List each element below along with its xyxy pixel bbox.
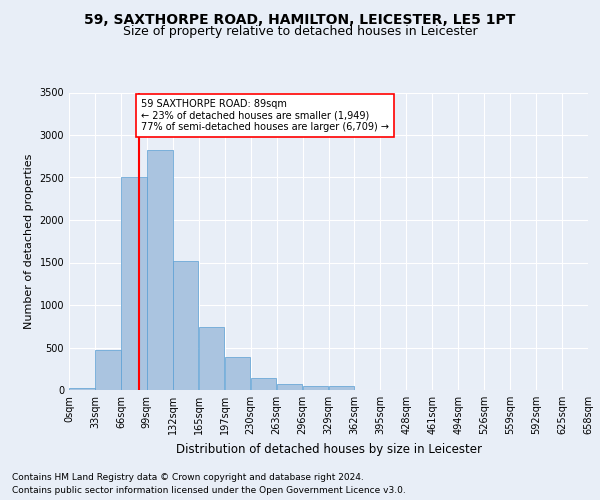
Text: Size of property relative to detached houses in Leicester: Size of property relative to detached ho…: [122, 25, 478, 38]
Bar: [251, 378, 277, 390]
Text: 59, SAXTHORPE ROAD, HAMILTON, LEICESTER, LE5 1PT: 59, SAXTHORPE ROAD, HAMILTON, LEICESTER,…: [85, 12, 515, 26]
Bar: [147, 150, 173, 390]
Bar: [95, 350, 121, 390]
X-axis label: Distribution of detached houses by size in Leicester: Distribution of detached houses by size …: [176, 442, 482, 456]
Bar: [225, 357, 250, 390]
Bar: [199, 327, 224, 390]
Bar: [121, 178, 146, 390]
Bar: [303, 386, 328, 390]
Text: 59 SAXTHORPE ROAD: 89sqm
← 23% of detached houses are smaller (1,949)
77% of sem: 59 SAXTHORPE ROAD: 89sqm ← 23% of detach…: [142, 100, 389, 132]
Text: Contains public sector information licensed under the Open Government Licence v3: Contains public sector information licen…: [12, 486, 406, 495]
Y-axis label: Number of detached properties: Number of detached properties: [24, 154, 34, 329]
Bar: [173, 261, 199, 390]
Bar: [277, 384, 302, 390]
Text: Contains HM Land Registry data © Crown copyright and database right 2024.: Contains HM Land Registry data © Crown c…: [12, 474, 364, 482]
Bar: [329, 386, 354, 390]
Bar: [69, 388, 95, 390]
